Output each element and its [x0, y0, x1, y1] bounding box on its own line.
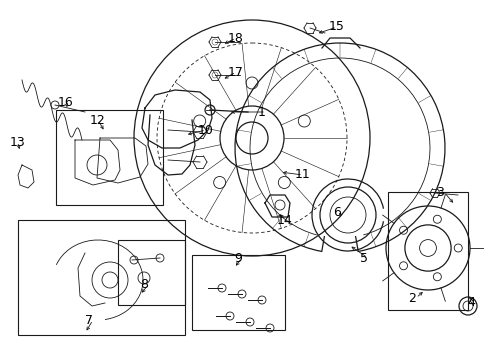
- Text: 10: 10: [197, 124, 213, 136]
- Text: 13: 13: [10, 136, 26, 149]
- Text: 17: 17: [227, 65, 243, 79]
- Text: 3: 3: [435, 186, 443, 198]
- Text: 15: 15: [328, 20, 344, 34]
- Text: 11: 11: [294, 169, 310, 181]
- Text: 8: 8: [140, 278, 148, 292]
- Text: 7: 7: [85, 313, 93, 327]
- Text: 2: 2: [407, 292, 415, 305]
- Text: 18: 18: [227, 31, 243, 45]
- Text: 9: 9: [233, 251, 242, 265]
- Text: 4: 4: [466, 297, 474, 310]
- Text: 6: 6: [333, 206, 340, 220]
- Bar: [387, 192, 467, 310]
- Text: 14: 14: [276, 213, 292, 226]
- Text: 1: 1: [257, 106, 265, 119]
- Bar: [192, 255, 285, 330]
- Bar: [118, 240, 184, 305]
- Bar: [56, 110, 163, 205]
- Text: 16: 16: [58, 96, 74, 110]
- Text: 5: 5: [359, 251, 367, 265]
- Text: 12: 12: [90, 114, 106, 126]
- Bar: [18, 220, 184, 335]
